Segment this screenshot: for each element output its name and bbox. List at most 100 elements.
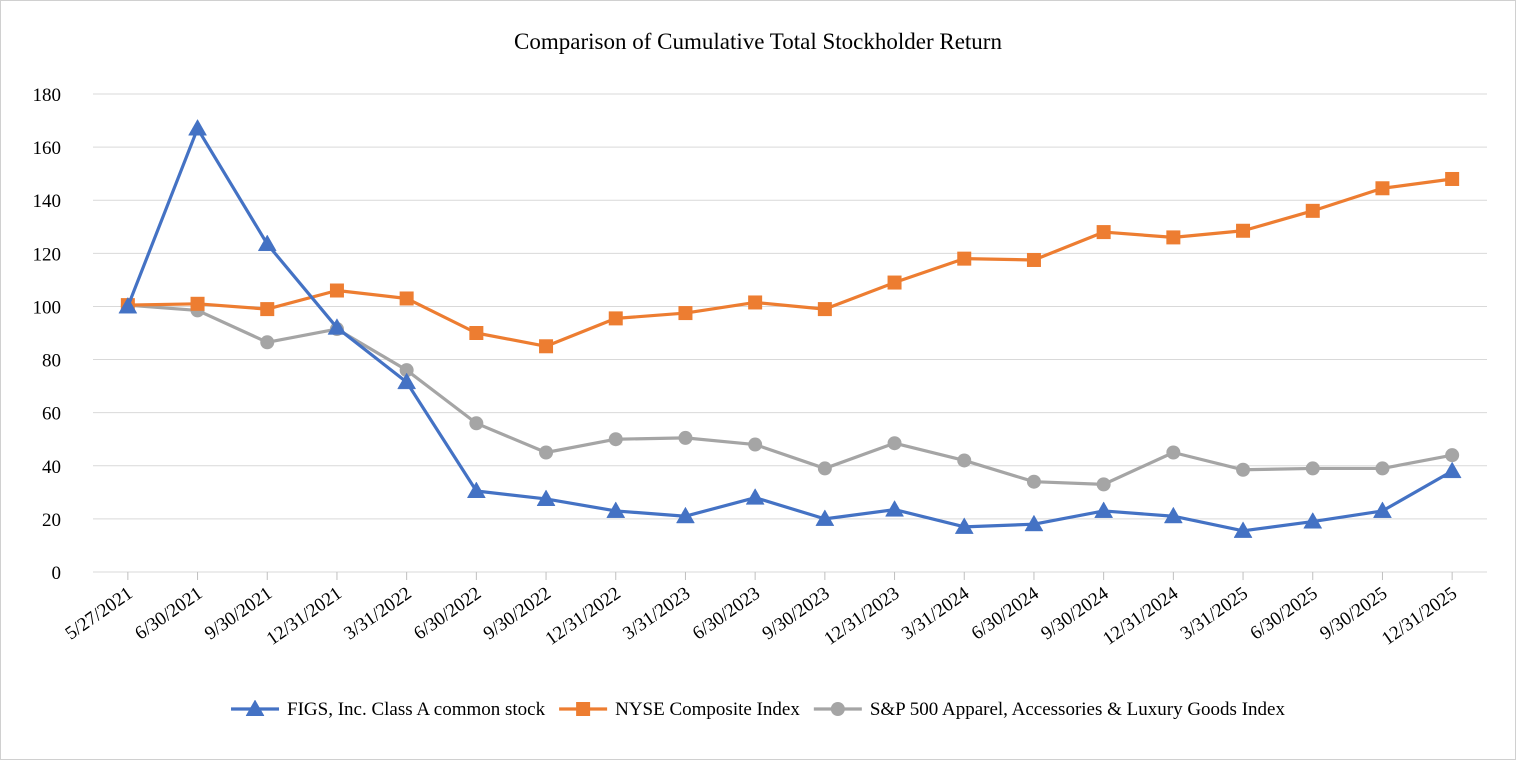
data-point (954, 517, 974, 534)
data-point (260, 335, 275, 350)
chart-title: Comparison of Cumulative Total Stockhold… (514, 29, 1002, 54)
data-point (466, 481, 486, 499)
y-tick-label: 0 (52, 563, 62, 584)
legend-marker (245, 699, 265, 716)
series-square (120, 171, 1460, 354)
data-point (1445, 171, 1460, 186)
data-point (748, 437, 763, 452)
data-point (1026, 252, 1041, 267)
data-point (118, 296, 138, 314)
data-point (1442, 461, 1462, 479)
data-point (817, 302, 832, 317)
data-point (539, 445, 554, 460)
data-point (1305, 203, 1320, 218)
data-point (678, 306, 693, 321)
data-point (815, 509, 835, 526)
series-line (127, 177, 1453, 348)
y-tick-label: 80 (42, 351, 61, 372)
series-line (127, 303, 1453, 486)
y-tick-label: 180 (33, 85, 62, 106)
data-point (678, 430, 693, 445)
data-point (608, 432, 623, 447)
data-point (190, 296, 205, 311)
x-tick-label: 3/31/2024 (898, 583, 974, 645)
x-tick-label: 12/31/2023 (820, 583, 903, 650)
x-tick-label: 6/30/2024 (968, 583, 1044, 645)
data-point (188, 119, 207, 136)
data-series (118, 119, 1462, 538)
data-point (1236, 223, 1251, 238)
x-tick-label: 5/27/2021 (62, 583, 137, 644)
x-tick-label: 6/30/2023 (689, 583, 764, 644)
x-tick-label: 6/30/2021 (131, 583, 206, 644)
data-point (399, 363, 414, 378)
data-point (1096, 477, 1111, 492)
data-point (1375, 461, 1390, 476)
data-point (817, 461, 832, 476)
data-point (399, 291, 414, 306)
x-tick-label: 6/30/2022 (410, 583, 485, 644)
data-point (1094, 501, 1114, 518)
data-point (608, 311, 623, 326)
data-point (1445, 448, 1460, 463)
x-tick-label: 3/31/2023 (619, 583, 694, 644)
legend-item: NYSE Composite Index (559, 699, 800, 720)
data-point (745, 488, 765, 505)
data-point (887, 436, 902, 451)
x-axis: 5/27/20216/30/20219/30/202112/31/20213/3… (62, 571, 1487, 650)
data-point (329, 283, 344, 298)
x-tick-label: 12/31/2021 (263, 583, 346, 650)
data-point (260, 302, 275, 317)
legend-item: S&P 500 Apparel, Accessories & Luxury Go… (813, 699, 1286, 720)
data-point (327, 318, 347, 335)
data-point (1166, 445, 1181, 460)
legend-marker (576, 702, 591, 716)
legend-label: NYSE Composite Index (615, 699, 800, 720)
series-triangle (118, 119, 1462, 538)
data-point (257, 234, 277, 252)
data-point (885, 500, 904, 517)
data-point (1373, 501, 1392, 518)
x-tick-label: 12/31/2025 (1378, 583, 1461, 650)
data-point (397, 372, 417, 390)
data-point (469, 326, 484, 340)
legend-label: FIGS, Inc. Class A common stock (287, 699, 546, 720)
data-point (539, 339, 554, 354)
x-tick-label: 3/31/2025 (1177, 583, 1252, 644)
x-tick-label: 6/30/2025 (1246, 583, 1321, 644)
series-circle (120, 298, 1460, 492)
y-tick-label: 120 (33, 244, 62, 265)
legend-item: FIGS, Inc. Class A common stock (231, 699, 546, 720)
data-point (748, 295, 763, 310)
y-tick-label: 40 (42, 457, 61, 478)
y-tick-label: 20 (42, 510, 61, 531)
y-tick-label: 60 (42, 404, 61, 425)
data-point (1375, 181, 1390, 196)
data-point (1026, 474, 1041, 489)
y-tick-label: 100 (33, 297, 62, 318)
data-point (1166, 230, 1181, 245)
x-tick-label: 12/31/2022 (542, 583, 625, 650)
data-point (1233, 521, 1253, 538)
data-point (1236, 462, 1251, 477)
data-point (469, 416, 484, 431)
data-point (1024, 514, 1044, 532)
data-point (606, 501, 626, 518)
y-tick-label: 160 (33, 138, 62, 159)
data-point (1163, 506, 1183, 524)
data-point (676, 506, 695, 524)
legend-label: S&P 500 Apparel, Accessories & Luxury Go… (870, 699, 1286, 720)
x-tick-label: 3/31/2022 (340, 583, 415, 644)
data-point (887, 275, 902, 290)
data-point (1305, 461, 1320, 476)
y-axis-tick-labels: 0 20 40 60 80 100 120 140 160 180 (33, 85, 62, 584)
y-tick-label: 140 (33, 191, 62, 212)
legend: FIGS, Inc. Class A common stock NYSE Comp… (231, 699, 1285, 720)
data-point (536, 489, 556, 506)
x-tick-label: 12/31/2024 (1099, 583, 1182, 650)
data-point (1303, 512, 1323, 529)
data-point (1096, 225, 1111, 240)
data-point (957, 251, 972, 266)
